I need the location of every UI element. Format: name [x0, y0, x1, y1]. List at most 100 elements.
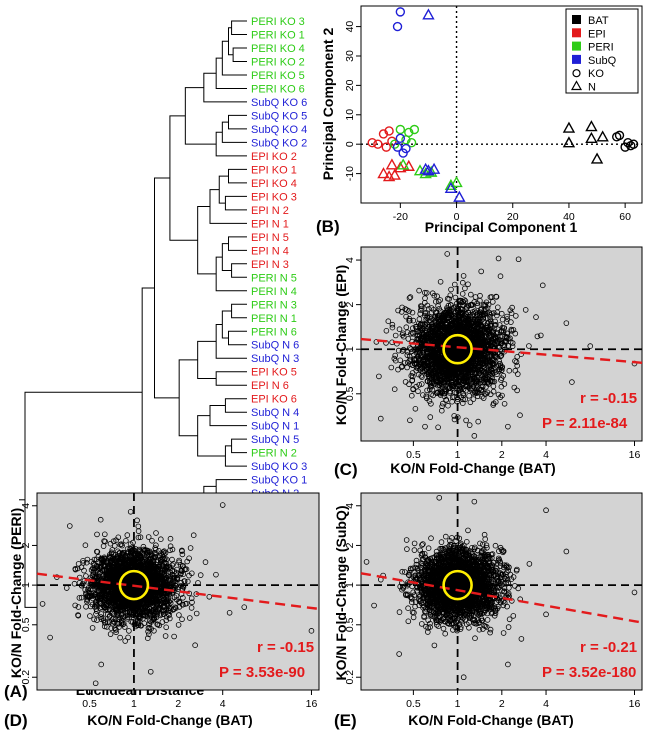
data-point: [422, 312, 428, 319]
data-point: [460, 273, 467, 279]
data-point: [508, 319, 514, 325]
data-point: [465, 281, 471, 288]
pca-point-ko: [384, 126, 394, 136]
legend-triangle: [570, 80, 583, 91]
data-point-outlier: [377, 415, 384, 422]
data-point: [406, 295, 413, 301]
panel-letter-c: (C): [334, 460, 358, 479]
data-point: [474, 311, 481, 317]
data-point: [407, 294, 414, 300]
dendrogram-branch: [215, 371, 247, 386]
data-point: [435, 371, 441, 378]
data-point: [403, 324, 410, 331]
data-point: [464, 382, 471, 389]
data-point: [472, 294, 479, 300]
leaf-label: SubQ KO 2: [251, 137, 307, 149]
data-point: [471, 308, 478, 315]
dendrogram-branch: [232, 47, 247, 62]
pca-point-n: [585, 120, 598, 132]
tick-label: 0.5: [406, 449, 421, 461]
data-point: [135, 534, 142, 541]
data-point: [407, 330, 414, 337]
data-point: [480, 339, 487, 346]
data-point: [440, 370, 447, 377]
tick-label: 40: [344, 21, 356, 33]
data-point: [406, 317, 412, 324]
data-point: [485, 357, 492, 364]
leaf-label: EPI KO 1: [251, 164, 297, 176]
data-point: [440, 376, 447, 382]
data-point: [438, 320, 445, 327]
data-point: [495, 368, 502, 375]
data-point: [491, 378, 498, 385]
data-point: [484, 363, 491, 369]
data-point: [412, 357, 418, 364]
data-point: [429, 364, 436, 370]
data-point: [451, 342, 457, 349]
leaf-label: EPI N 6: [251, 380, 289, 392]
pca-point-n: [385, 158, 399, 170]
tick-label: 2: [499, 449, 505, 461]
data-point: [395, 307, 401, 314]
legend-label: SubQ: [588, 55, 617, 67]
data-point: [450, 383, 457, 390]
data-point: [404, 359, 411, 366]
data-point: [497, 273, 504, 280]
data-point: [501, 400, 508, 407]
dendrogram-branch: [215, 131, 247, 157]
p-value: P = 2.11e-84: [542, 415, 628, 432]
legend-swatch: [572, 15, 581, 24]
pca-point-ko: [373, 139, 383, 149]
legend-label: BAT: [588, 15, 609, 27]
data-point-outlier: [563, 320, 570, 326]
data-point: [482, 303, 488, 309]
data-point: [391, 386, 398, 393]
data-point: [475, 367, 481, 374]
data-point: [436, 382, 442, 388]
data-point: [487, 362, 494, 369]
data-point: [484, 376, 490, 382]
data-point: [461, 297, 468, 303]
panel-letter-b: (B): [316, 217, 340, 236]
data-points: [39, 502, 315, 687]
tick-label: 0.5: [344, 386, 356, 401]
dendrogram-branch: [228, 236, 247, 251]
data-point: [78, 594, 85, 601]
data-point: [479, 337, 485, 343]
pca-point-n: [396, 158, 410, 170]
data-point: [500, 329, 507, 335]
data-point: [509, 304, 515, 311]
data-point: [83, 573, 89, 579]
data-point: [485, 369, 491, 376]
leaf-label: PERI N 5: [251, 272, 297, 284]
leaf-label: SubQ N 6: [251, 340, 299, 352]
data-point: [504, 313, 510, 320]
data-point: [417, 307, 424, 314]
data-point: [435, 424, 441, 431]
data-point: [417, 361, 424, 368]
legend-label: EPI: [588, 28, 606, 40]
data-point: [441, 388, 448, 395]
data-point: [470, 396, 477, 402]
leaf-label: PERI N 3: [251, 299, 297, 311]
data-point-outlier: [471, 433, 478, 439]
data-point: [474, 388, 481, 395]
data-point: [428, 353, 435, 360]
data-point-outlier: [539, 282, 546, 289]
data-point: [426, 398, 433, 404]
data-point: [484, 338, 491, 345]
pca-point-n: [422, 8, 435, 20]
data-point: [435, 321, 442, 327]
data-point: [409, 377, 416, 383]
data-point: [430, 329, 436, 335]
data-point: [430, 332, 437, 339]
leaf-label: EPI KO 6: [251, 394, 297, 406]
dendrogram-branch: [154, 177, 180, 399]
dendrogram-branch: [197, 340, 217, 379]
data-point: [419, 321, 426, 328]
data-point-outlier: [569, 379, 575, 385]
data-point: [389, 321, 396, 328]
leaf-label: PERI KO 4: [251, 43, 305, 55]
tick-label: 2: [344, 302, 356, 308]
